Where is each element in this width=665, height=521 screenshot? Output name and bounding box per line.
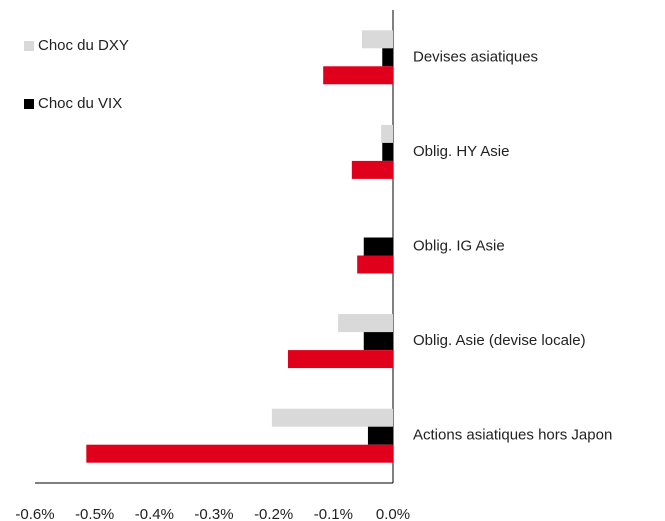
bar <box>363 332 393 351</box>
bar <box>381 124 393 143</box>
x-tick-label: -0.5% <box>75 506 114 521</box>
category-label: Oblig. Asie (devise locale) <box>413 332 586 349</box>
legend-label: Choc du DXY <box>38 37 129 54</box>
x-tick-label: 0.0% <box>376 506 410 521</box>
bar <box>363 237 393 256</box>
x-tick-label: -0.2% <box>254 506 293 521</box>
category-label: Devises asiatiques <box>413 48 538 65</box>
bar <box>361 30 393 49</box>
bar <box>338 314 393 333</box>
legend-swatch <box>24 41 34 51</box>
bar <box>382 48 393 67</box>
bar <box>323 66 393 85</box>
bar <box>86 444 394 463</box>
bar <box>382 142 393 161</box>
category-label: Oblig. HY Asie <box>413 143 509 160</box>
legend-label: Choc du VIX <box>38 95 122 112</box>
legend-swatch <box>24 99 34 109</box>
x-tick-label: -0.1% <box>314 506 353 521</box>
bar <box>351 160 393 179</box>
bar <box>357 255 393 274</box>
category-label: Oblig. IG Asie <box>413 237 505 254</box>
category-label: Actions asiatiques hors Japon <box>413 427 612 444</box>
x-tick-label: -0.3% <box>194 506 233 521</box>
x-tick-label: -0.6% <box>15 506 54 521</box>
bar <box>287 350 393 369</box>
x-tick-label: -0.4% <box>135 506 174 521</box>
bar <box>271 408 393 427</box>
bar <box>367 426 393 445</box>
